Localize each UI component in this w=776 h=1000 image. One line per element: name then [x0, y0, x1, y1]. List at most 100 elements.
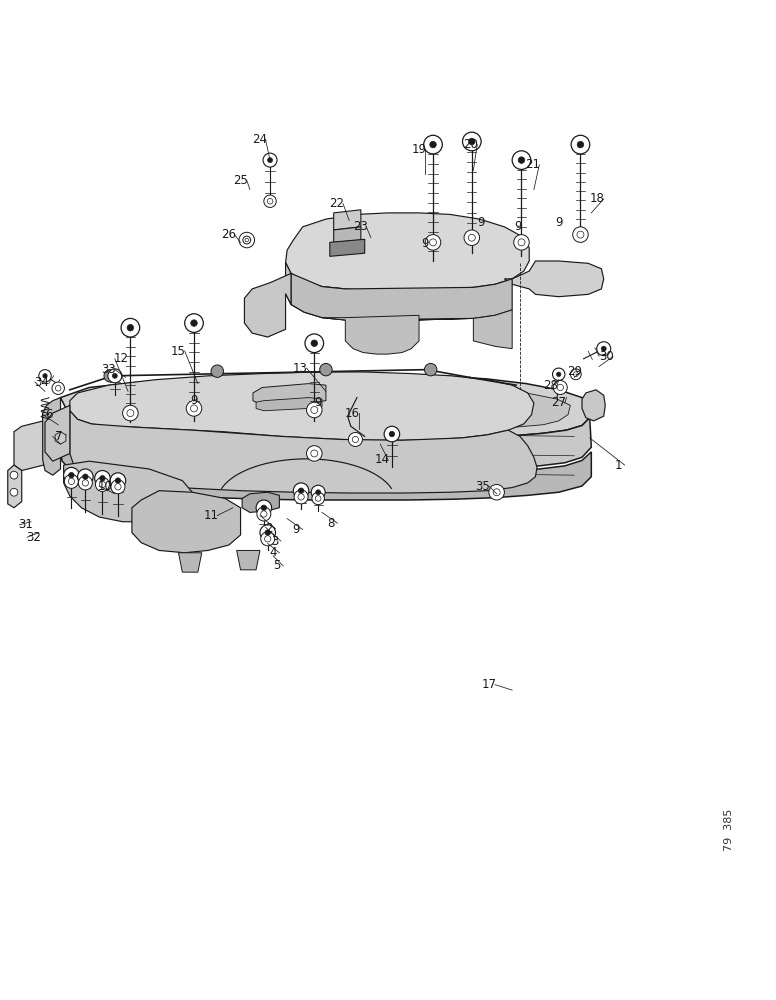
Text: 24: 24 [251, 133, 267, 146]
Circle shape [68, 478, 74, 485]
Polygon shape [64, 461, 196, 522]
Circle shape [425, 235, 441, 250]
Circle shape [601, 346, 606, 351]
Polygon shape [253, 384, 326, 405]
Text: 4: 4 [269, 546, 277, 559]
Circle shape [489, 484, 504, 500]
Circle shape [312, 492, 324, 505]
Text: 27: 27 [551, 396, 566, 410]
Circle shape [110, 473, 126, 488]
Circle shape [267, 198, 273, 204]
Circle shape [294, 490, 308, 504]
Circle shape [257, 507, 271, 521]
Text: 17: 17 [481, 678, 497, 691]
Circle shape [245, 238, 248, 242]
Circle shape [43, 374, 47, 378]
Polygon shape [291, 273, 512, 320]
Polygon shape [286, 263, 345, 320]
Circle shape [83, 474, 88, 479]
Text: 16: 16 [345, 407, 360, 420]
Polygon shape [322, 310, 512, 354]
Text: 28: 28 [543, 379, 559, 392]
Circle shape [113, 373, 117, 378]
Polygon shape [70, 411, 537, 493]
Polygon shape [55, 432, 66, 444]
Circle shape [468, 234, 475, 241]
Text: 9: 9 [555, 216, 563, 229]
Circle shape [95, 471, 110, 486]
Polygon shape [178, 553, 202, 572]
Polygon shape [242, 492, 279, 512]
Circle shape [265, 530, 270, 535]
Text: 10: 10 [98, 480, 113, 493]
Text: 11: 11 [203, 509, 219, 522]
Circle shape [186, 401, 202, 416]
Circle shape [570, 369, 581, 380]
Text: 9: 9 [314, 396, 322, 410]
Text: 32: 32 [26, 531, 41, 544]
Text: 7: 7 [55, 430, 63, 443]
Circle shape [430, 239, 437, 246]
Circle shape [553, 368, 565, 380]
Circle shape [123, 405, 138, 421]
Circle shape [115, 484, 121, 490]
Circle shape [185, 314, 203, 332]
Circle shape [430, 141, 436, 148]
Circle shape [315, 496, 321, 501]
Circle shape [424, 135, 442, 154]
Circle shape [577, 231, 584, 238]
Circle shape [464, 230, 480, 245]
Text: 15: 15 [171, 345, 186, 358]
Text: 19: 19 [411, 143, 427, 156]
Circle shape [191, 405, 197, 412]
Polygon shape [132, 491, 241, 553]
Circle shape [571, 135, 590, 154]
Polygon shape [286, 213, 529, 290]
Text: 9: 9 [477, 216, 485, 229]
Circle shape [320, 363, 332, 376]
Text: 18: 18 [590, 192, 605, 205]
Circle shape [298, 488, 304, 493]
Polygon shape [61, 439, 591, 500]
Circle shape [311, 340, 317, 347]
Circle shape [82, 480, 88, 486]
Circle shape [469, 138, 475, 145]
Text: 21: 21 [525, 158, 541, 171]
Circle shape [265, 536, 271, 542]
Circle shape [211, 365, 223, 377]
Circle shape [191, 320, 197, 326]
Circle shape [243, 236, 251, 244]
Text: 22: 22 [329, 197, 345, 210]
Circle shape [78, 476, 92, 490]
Circle shape [494, 489, 500, 496]
Text: 8: 8 [327, 517, 335, 530]
Text: 5: 5 [273, 559, 281, 572]
Circle shape [424, 363, 437, 376]
Circle shape [10, 471, 18, 479]
Circle shape [577, 141, 584, 148]
Circle shape [256, 500, 272, 516]
Circle shape [597, 342, 611, 356]
Polygon shape [45, 405, 70, 461]
Circle shape [99, 476, 105, 481]
Polygon shape [504, 261, 604, 297]
Circle shape [316, 490, 320, 495]
Text: 3: 3 [271, 535, 279, 548]
Circle shape [115, 478, 121, 483]
Circle shape [268, 158, 272, 163]
Circle shape [10, 488, 18, 496]
Text: 9: 9 [293, 523, 300, 536]
Text: 13: 13 [293, 362, 308, 375]
Circle shape [518, 157, 525, 163]
Text: 26: 26 [220, 228, 236, 241]
Circle shape [121, 318, 140, 337]
Circle shape [126, 410, 133, 417]
Polygon shape [582, 390, 605, 421]
Polygon shape [244, 273, 291, 337]
Circle shape [95, 477, 109, 491]
Circle shape [307, 402, 322, 418]
Circle shape [573, 372, 578, 377]
Text: 33: 33 [101, 363, 116, 376]
Polygon shape [70, 372, 534, 440]
Circle shape [64, 467, 79, 483]
